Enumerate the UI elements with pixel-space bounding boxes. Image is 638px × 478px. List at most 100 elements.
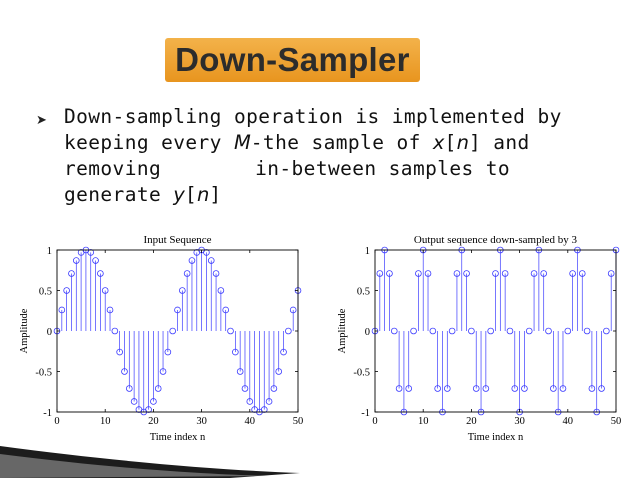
data-point [501,270,509,277]
data-point [472,385,480,392]
data-point [203,249,210,256]
slide-title: Down-Sampler [165,38,420,82]
data-point [511,385,519,392]
data-point [232,348,239,356]
data-point [492,270,499,277]
data-point [506,327,514,335]
data-point [468,327,475,335]
data-point [236,368,244,375]
data-point [130,398,138,405]
data-point [588,385,596,392]
data-point [280,348,287,356]
data-point [559,385,567,392]
data-point [207,257,215,264]
bracket: ] [209,183,222,206]
data-point [145,406,152,413]
y-tick-label: 1 [47,246,52,257]
data-point [183,270,191,277]
y-tick-label: -1 [361,408,370,419]
data-point [63,287,70,294]
data-point [169,327,176,335]
y-tick-label: -0.5 [353,368,370,379]
data-point [405,385,413,392]
data-point [87,249,95,256]
y-axis-label: Amplitude [337,308,348,353]
x-tick-label: 30 [196,416,207,427]
data-point [448,327,456,335]
x-tick-label: 0 [372,416,377,427]
data-point [390,327,398,335]
data-point [241,385,249,392]
data-point [530,270,538,277]
data-point [487,327,494,335]
bracket: [ [444,131,457,154]
data-point [68,270,75,277]
data-point [275,368,283,375]
y-tick-label: -0.5 [35,368,52,379]
data-point [415,270,422,277]
data-point [246,398,254,405]
data-point [217,287,225,294]
data-point [453,270,461,277]
x-tick-label: 0 [54,416,59,427]
data-point [101,287,109,294]
y-axis-label: Amplitude [19,308,30,353]
x-tick-label: 10 [418,416,429,427]
data-point [395,385,403,392]
bracket: ] [468,131,482,154]
data-point [463,270,470,277]
chart-title: Output sequence down-sampled by 3 [414,234,578,246]
data-point [482,385,490,392]
data-point [521,385,528,392]
data-point [116,348,123,356]
data-point [578,270,586,277]
data-point [270,385,278,392]
symbol-n: n [196,183,210,206]
data-point [58,306,66,314]
y-tick-label: 0 [365,327,370,338]
data-point [410,327,417,335]
x-tick-label: 10 [100,416,111,427]
data-point [92,257,99,264]
x-tick-label: 40 [563,416,574,427]
data-point [564,327,572,335]
input-sequence-chart: 0 10 20 30 40 50 1 0.5 0 -0.5 -1 Input Sequence Time… [19,234,304,443]
data-point [179,287,186,294]
data-point [111,327,119,335]
data-point [159,368,167,375]
y-tick-label: 0.5 [357,287,370,298]
data-point [164,348,172,356]
x-tick-label: 20 [466,416,477,427]
y-tick-label: 1 [365,246,370,257]
data-point [106,306,114,314]
data-point [188,257,196,264]
data-point [444,385,451,392]
data-point [121,368,128,375]
data-point [212,270,220,277]
data-point [569,270,576,277]
data-point [540,270,548,277]
data-point [265,398,273,405]
data-point [545,327,552,335]
chart-title: Input Sequence [143,234,211,246]
output-sequence-chart: 0 10 20 30 40 50 1 0.5 0 -0.5 -1 Output sequence do… [337,234,621,443]
x-tick-label: 20 [148,416,159,427]
data-point [376,270,384,277]
data-point [386,270,393,277]
data-point [550,385,557,392]
data-point [607,270,615,277]
x-axis-label: Time index n [468,432,524,443]
bullet-text-part: -the sample of [250,131,433,154]
data-point [285,327,292,335]
data-point [434,385,441,392]
symbol-n: n [456,131,469,154]
data-point [603,327,610,335]
bullet-text-part: and removing [64,131,530,180]
x-axis-label: Time index n [150,432,206,443]
x-tick-label: 50 [293,416,304,427]
data-point [174,306,181,314]
data-point [227,327,234,335]
data-point [72,257,80,264]
y-tick-label: -1 [43,408,52,419]
data-point [429,327,437,335]
